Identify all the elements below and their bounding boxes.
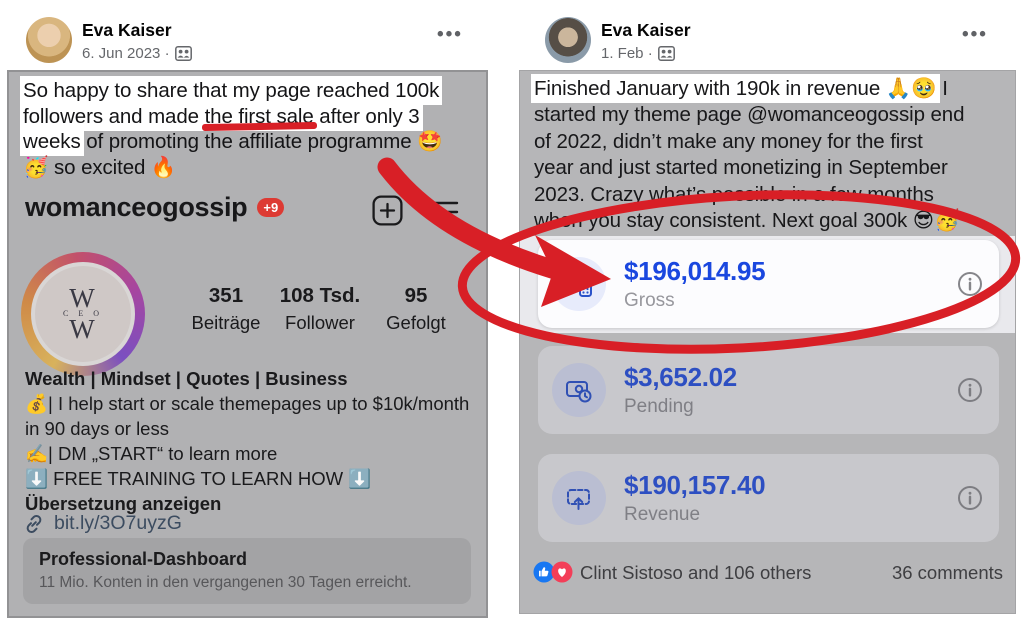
friends-privacy-icon — [657, 46, 675, 61]
info-icon[interactable] — [957, 377, 983, 403]
post-menu-button[interactable]: ••• — [437, 24, 463, 45]
red-underlined-text: the first sale — [204, 104, 314, 128]
logo-letter: W — [69, 283, 97, 313]
stat-value: 351 — [208, 284, 244, 307]
profile-bio: Wealth | Mindset | Quotes | Business 💰| … — [25, 366, 482, 517]
dashboard-subtitle: 11 Mio. Konten in den vergangenen 30 Tag… — [39, 574, 412, 591]
reaction-summary[interactable]: Clint Sistoso and 106 others — [580, 562, 812, 583]
post-date: 1. Feb · — [601, 45, 653, 62]
post-text-line: 2023. Crazy what’s possible in a few mon… — [534, 182, 934, 206]
stat-followers: 108 Tsd. Follower — [260, 284, 380, 334]
screenshot-instagram-profile[interactable]: So happy to share that my page reached 1… — [7, 70, 488, 618]
bio-line: ⬇️ FREE TRAINING TO LEARN HOW ⬇️ — [25, 468, 372, 490]
post-text: Finished January with 190k in revenue 🙏🥹… — [534, 76, 1011, 234]
post-meta: 6. Jun 2023 · — [82, 45, 192, 62]
comments-count[interactable]: 36 comments — [891, 562, 1003, 583]
translate-link: Übersetzung anzeigen — [25, 493, 222, 515]
like-reaction-icon — [533, 561, 555, 583]
post-text-line: 🥳 so excited 🔥 — [23, 155, 177, 179]
link-icon — [26, 514, 42, 533]
bio-line: 💰| I help start or scale themepages up t… — [25, 393, 470, 415]
stat-label: Follower — [285, 312, 355, 333]
logo-letters: C E O — [63, 309, 103, 318]
avatar[interactable] — [545, 17, 591, 63]
pending-amount: $3,652.02 — [624, 362, 737, 392]
highlighted-text: Finished January with 190k in revenue 🙏🥹 — [534, 77, 937, 100]
post-text-line: after only 3 — [313, 104, 420, 128]
post-text-line: when you stay consistent. Next goal 300k… — [534, 209, 960, 233]
friends-privacy-icon — [174, 46, 192, 61]
stat-value: 95 — [404, 284, 428, 307]
love-reaction-icon — [551, 561, 573, 583]
info-icon[interactable] — [957, 271, 983, 297]
author-name[interactable]: Eva Kaiser — [82, 20, 172, 40]
bio-link: bit.ly/3O7uyzG — [54, 512, 182, 534]
revenue-amount: $190,157.40 — [624, 470, 766, 500]
stat-posts: 351 Beiträge — [166, 284, 286, 334]
stat-label: Gefolgt — [386, 312, 446, 333]
gross-card: $196,014.95 Gross — [538, 240, 999, 328]
reactions-row: Clint Sistoso and 106 others 36 comments — [520, 560, 1015, 590]
post-menu-button[interactable]: ••• — [962, 24, 988, 45]
post-date: 6. Jun 2023 · — [82, 45, 170, 62]
post-meta: 1. Feb · — [601, 45, 675, 62]
stat-value: 108 Tsd. — [279, 284, 361, 307]
stat-label: Beiträge — [191, 312, 261, 333]
dashboard-title: Professional-Dashboard — [39, 549, 248, 569]
revenue-card: $190,157.40 Revenue — [538, 454, 999, 542]
post-text-line: of promoting the affiliate programme 🤩 — [80, 130, 443, 154]
stat-following: 95 Gefolgt — [356, 284, 476, 334]
post-text-line: I — [936, 77, 948, 100]
post-text: So happy to share that my page reached 1… — [23, 78, 482, 180]
bio-line: in 90 days or less — [25, 418, 169, 440]
bio-line: ✍️| DM „START“ to learn more — [25, 443, 278, 465]
menu-icon — [430, 201, 459, 223]
post-text-line: So happy to share that my page reached 1… — [23, 79, 440, 102]
bio-link-row: bit.ly/3O7uyzG — [23, 512, 182, 535]
post-text-line: followers and made — [23, 104, 205, 128]
revenue-label: Revenue — [624, 504, 701, 525]
info-icon[interactable] — [957, 485, 983, 511]
professional-dashboard-card: Professional-Dashboard 11 Mio. Konten in… — [23, 538, 471, 604]
notifications-badge: +9 — [257, 198, 285, 217]
instagram-username: womanceogossip — [25, 192, 248, 222]
gross-label: Gross — [624, 290, 675, 311]
screenshot-earnings-dashboard[interactable]: Finished January with 190k in revenue 🙏🥹… — [519, 70, 1016, 614]
profile-picture: W C E O W — [21, 252, 145, 376]
bio-line: Wealth | Mindset | Quotes | Business — [25, 368, 348, 389]
revenue-icon — [552, 471, 606, 525]
logo-letter: W — [69, 314, 97, 344]
gross-icon — [552, 257, 606, 311]
author-name[interactable]: Eva Kaiser — [601, 20, 691, 40]
avatar[interactable] — [26, 17, 72, 63]
instagram-profile-header: womanceogossip +9 — [25, 192, 285, 223]
create-post-icon — [372, 195, 403, 226]
gross-amount: $196,014.95 — [624, 256, 766, 286]
post-text-line: year and just started monetizing in Sept… — [534, 156, 948, 180]
pending-icon — [552, 363, 606, 417]
post-text-line: started my theme page @womanceogossip en… — [534, 103, 965, 127]
post-text-line: of 2022, didn’t make any money for the f… — [534, 129, 923, 153]
post-text-line: weeks — [23, 130, 81, 154]
pending-card: $3,652.02 Pending — [538, 346, 999, 434]
pending-label: Pending — [624, 396, 694, 417]
profile-logo: W C E O W — [31, 262, 135, 366]
